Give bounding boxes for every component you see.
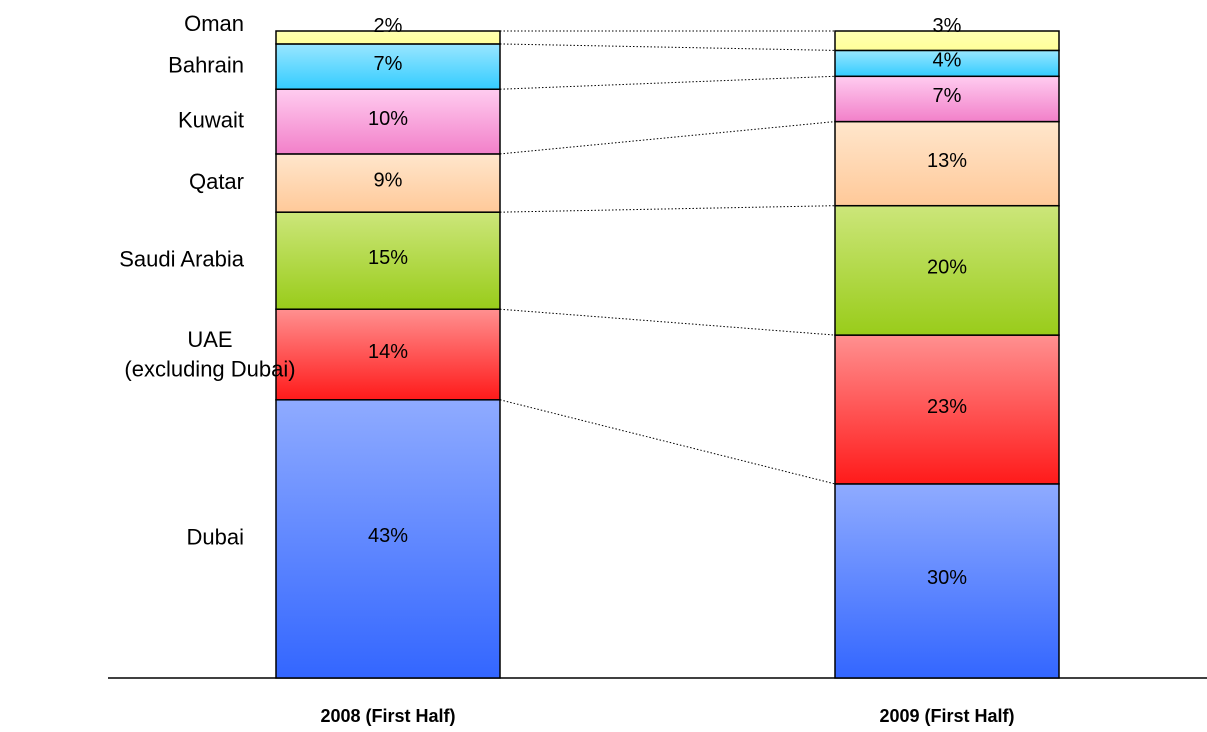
bar-kuwait-2 xyxy=(834,75,1060,123)
bar-saudi-arabia-2 xyxy=(834,204,1060,336)
data-label-bahrain-1: 7% xyxy=(374,53,403,75)
bar-qatar-1 xyxy=(275,153,501,213)
data-label-dubai-1: 43% xyxy=(368,525,408,547)
series-label-dubai: Dubai xyxy=(187,525,244,550)
series-label-qatar: Qatar xyxy=(189,169,244,194)
series-label-saudi-arabia: Saudi Arabia xyxy=(119,246,245,271)
connector-uae-excluding-dubai xyxy=(499,308,836,336)
data-label-kuwait-1: 10% xyxy=(368,108,408,130)
x-tick-label-1: 2008 (First Half) xyxy=(320,706,455,726)
connector-saudi-arabia xyxy=(499,205,836,213)
data-label-oman-1: 2% xyxy=(374,15,403,37)
data-label-dubai-2: 30% xyxy=(927,567,967,589)
series-labels: Dubai UAE (excluding Dubai) Saudi Arabia Qat… xyxy=(119,11,295,550)
data-label-qatar-2: 13% xyxy=(927,150,967,172)
segment-labels: 43% 14% 15% 9% 10% 7% 2% 30% 23% 20% 13% 7% 4% 3% xyxy=(368,15,967,589)
bar-kuwait-1 xyxy=(275,88,501,155)
bar-dubai-1 xyxy=(275,399,501,679)
series-label-bahrain: Bahrain xyxy=(168,52,244,77)
bar-uae-excluding-dubai-2 xyxy=(834,334,1060,485)
bar-uae-excluding-dubai-1 xyxy=(275,308,501,401)
bar-oman-1 xyxy=(275,30,501,45)
x-tick-label-2: 2009 (First Half) xyxy=(879,706,1014,726)
series-label-kuwait: Kuwait xyxy=(178,107,244,132)
data-label-kuwait-2: 7% xyxy=(933,85,962,107)
data-label-saudi-arabia-2: 20% xyxy=(927,257,967,279)
bar-bahrain-2 xyxy=(834,49,1060,78)
data-label-oman-2: 3% xyxy=(933,15,962,37)
data-label-uae-excluding-dubai-2: 23% xyxy=(927,396,967,418)
data-label-bahrain-2: 4% xyxy=(933,50,962,72)
connector-bahrain xyxy=(499,43,836,51)
data-label-qatar-1: 9% xyxy=(374,169,403,191)
connector-lines xyxy=(499,30,836,485)
data-label-uae-excluding-dubai-1: 14% xyxy=(368,341,408,363)
series-label-oman: Oman xyxy=(184,11,244,36)
bar-bahrain-1 xyxy=(275,43,501,90)
data-label-saudi-arabia-1: 15% xyxy=(368,247,408,269)
category-labels: 2008 (First Half) 2009 (First Half) xyxy=(320,706,1014,726)
series-label-uae-excluding-dubai: UAE (excluding Dubai) xyxy=(124,327,295,382)
bar-dubai-2 xyxy=(834,483,1060,679)
connector-dubai xyxy=(499,399,836,485)
connector-kuwait xyxy=(499,75,836,90)
bars xyxy=(275,30,1060,679)
bar-oman-2 xyxy=(834,30,1060,52)
connector-qatar xyxy=(499,121,836,155)
